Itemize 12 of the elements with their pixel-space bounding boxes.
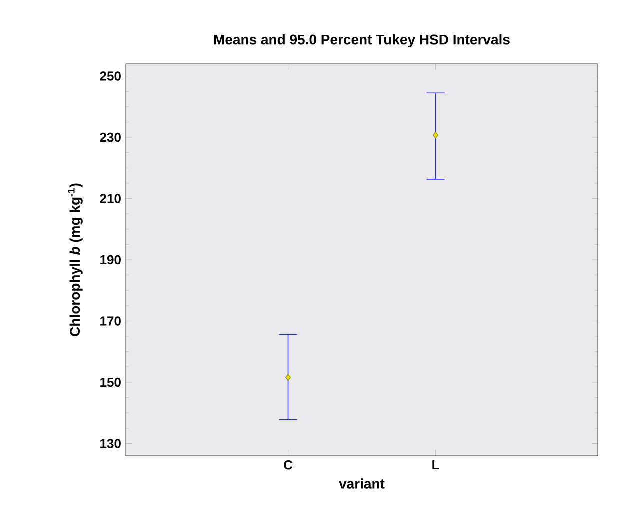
y-tick-label: 230 (100, 132, 121, 142)
y-tick-label: 250 (100, 72, 121, 81)
x-axis-title: variant (339, 478, 385, 489)
x-tick-label: C (284, 460, 293, 470)
x-tick-label: L (432, 460, 440, 470)
y-tick-label: 150 (100, 378, 121, 388)
y-axis-title: Chlorophyll b (mg kg$^{-1}$) (68, 184, 83, 336)
y-tick-label: 210 (100, 194, 121, 204)
y-tick-label: 130 (100, 439, 121, 448)
y-tick-label: 190 (100, 255, 121, 265)
chart-title: Means and 95.0 Percent Tukey HSD Intervals (214, 34, 510, 48)
y-tick-label: 170 (100, 316, 121, 326)
